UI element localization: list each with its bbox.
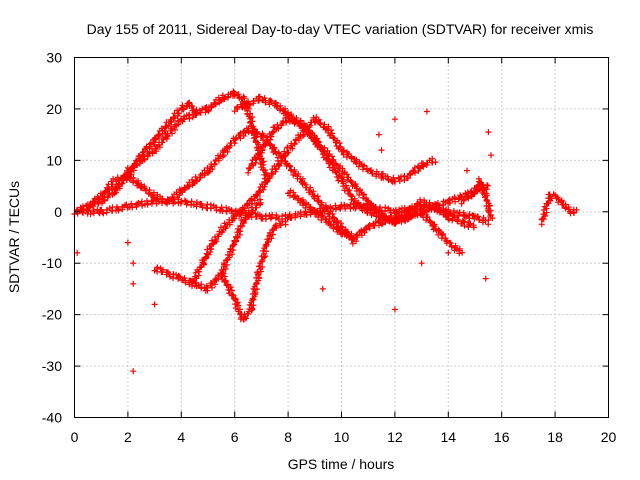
x-tick-label: 4 [177,429,185,445]
series-sat-l [458,175,496,222]
x-tick-label: 6 [231,429,239,445]
y-tick-label: 10 [46,152,62,168]
y-tick-label: -30 [42,358,62,374]
x-tick-label: 20 [601,429,617,445]
y-tick-label: -40 [42,410,62,426]
tick-labels: 0 2 4 6 8 10 12 14 16 18 20 -40 -30 -20 -10 0 10 20 30 [42,50,617,446]
x-tick-label: 18 [547,429,563,445]
marker-path [458,175,496,222]
marker-path [74,108,494,375]
x-tick-label: 2 [124,429,132,445]
data-points [71,88,580,375]
y-tick-label: 30 [46,50,62,66]
x-axis-label: GPS time / hours [288,456,395,472]
y-tick-label: 0 [54,204,62,220]
series-sat-d [218,218,289,323]
x-tick-label: 10 [334,429,350,445]
x-tick-label: 16 [494,429,510,445]
series-sat-k [538,191,580,228]
y-tick-label: -10 [42,255,62,271]
x-tick-label: 8 [284,429,292,445]
y-tick-label: -20 [42,307,62,323]
series-outliers [74,108,494,375]
x-tick-label: 14 [441,429,457,445]
y-tick-label: 20 [46,101,62,117]
y-axis-label: SDTVAR / TECUs [6,181,22,293]
marker-path [218,218,289,323]
x-tick-label: 12 [387,429,403,445]
chart-title: Day 155 of 2011, Sidereal Day-to-day VTE… [87,21,594,37]
axis-ticks [74,57,609,418]
marker-path [538,191,580,228]
x-tick-label: 0 [71,429,79,445]
